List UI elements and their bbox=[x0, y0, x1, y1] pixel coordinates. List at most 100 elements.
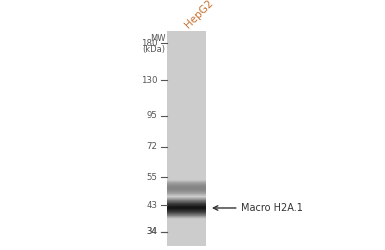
Bar bbox=[167, 69, 206, 70]
Bar bbox=[167, 97, 206, 98]
Bar bbox=[167, 242, 206, 243]
Bar bbox=[167, 169, 206, 170]
Bar bbox=[167, 207, 206, 208]
Bar bbox=[167, 96, 206, 97]
Bar bbox=[167, 233, 206, 234]
Bar bbox=[167, 126, 206, 127]
Bar bbox=[167, 243, 206, 244]
Bar bbox=[167, 32, 206, 33]
Bar bbox=[167, 77, 206, 78]
Bar bbox=[167, 64, 206, 65]
Bar bbox=[167, 205, 206, 206]
Bar bbox=[167, 182, 206, 183]
Bar bbox=[167, 91, 206, 92]
Bar bbox=[167, 41, 206, 42]
Text: Macro H2A.1: Macro H2A.1 bbox=[241, 203, 303, 213]
Bar bbox=[167, 102, 206, 103]
Text: MW
(kDa): MW (kDa) bbox=[142, 34, 166, 54]
Bar bbox=[167, 31, 206, 32]
Bar bbox=[167, 135, 206, 136]
Bar bbox=[167, 216, 206, 217]
Bar bbox=[167, 106, 206, 107]
Bar bbox=[167, 121, 206, 122]
Bar bbox=[167, 138, 206, 139]
Bar bbox=[167, 84, 206, 85]
Bar bbox=[167, 65, 206, 66]
Bar bbox=[167, 120, 206, 121]
Text: 34: 34 bbox=[146, 228, 157, 236]
Bar bbox=[167, 206, 206, 207]
Bar bbox=[167, 50, 206, 51]
Bar bbox=[167, 113, 206, 114]
Bar bbox=[167, 93, 206, 94]
Bar bbox=[167, 44, 206, 45]
Bar bbox=[167, 142, 206, 143]
Bar bbox=[167, 224, 206, 225]
Bar bbox=[167, 232, 206, 233]
Bar bbox=[167, 71, 206, 72]
Bar bbox=[167, 166, 206, 167]
Bar bbox=[167, 202, 206, 203]
Bar bbox=[167, 159, 206, 160]
Bar bbox=[167, 201, 206, 202]
Bar bbox=[167, 40, 206, 41]
Bar bbox=[167, 103, 206, 104]
Bar bbox=[167, 168, 206, 169]
Bar bbox=[167, 89, 206, 90]
Bar bbox=[167, 212, 206, 213]
Bar bbox=[167, 132, 206, 133]
Bar bbox=[167, 209, 206, 210]
Bar bbox=[167, 178, 206, 179]
Bar bbox=[167, 48, 206, 49]
Bar bbox=[167, 221, 206, 222]
Bar bbox=[167, 82, 206, 83]
Bar bbox=[167, 167, 206, 168]
Bar bbox=[167, 186, 206, 187]
Bar bbox=[167, 39, 206, 40]
Bar bbox=[167, 45, 206, 46]
Bar bbox=[167, 52, 206, 53]
Bar bbox=[167, 85, 206, 86]
Bar bbox=[167, 156, 206, 157]
Bar bbox=[167, 179, 206, 180]
Bar bbox=[167, 208, 206, 209]
Bar bbox=[167, 197, 206, 198]
Bar bbox=[167, 230, 206, 231]
Text: 130: 130 bbox=[141, 76, 157, 84]
Bar bbox=[167, 153, 206, 154]
Bar bbox=[167, 154, 206, 155]
Bar bbox=[167, 129, 206, 130]
Bar bbox=[167, 110, 206, 111]
Bar bbox=[167, 161, 206, 162]
Bar bbox=[167, 53, 206, 54]
Bar bbox=[167, 123, 206, 124]
Bar bbox=[167, 188, 206, 189]
Bar bbox=[167, 180, 206, 181]
Bar bbox=[167, 193, 206, 194]
Bar bbox=[167, 223, 206, 224]
Bar bbox=[167, 158, 206, 159]
Bar bbox=[167, 157, 206, 158]
Text: 180: 180 bbox=[141, 39, 157, 48]
Bar bbox=[167, 134, 206, 135]
Bar bbox=[167, 176, 206, 177]
Bar bbox=[167, 173, 206, 174]
Bar bbox=[167, 184, 206, 185]
Bar bbox=[167, 61, 206, 62]
Bar bbox=[167, 125, 206, 126]
Bar bbox=[167, 187, 206, 188]
Bar bbox=[167, 128, 206, 129]
Bar bbox=[167, 115, 206, 116]
Bar bbox=[167, 58, 206, 59]
Bar bbox=[167, 37, 206, 38]
Bar bbox=[167, 183, 206, 184]
Bar bbox=[167, 47, 206, 48]
Bar bbox=[167, 38, 206, 39]
Bar bbox=[167, 101, 206, 102]
Bar bbox=[167, 241, 206, 242]
Bar bbox=[167, 213, 206, 214]
Bar bbox=[167, 118, 206, 119]
Bar bbox=[167, 133, 206, 134]
Bar bbox=[167, 222, 206, 223]
Bar bbox=[167, 119, 206, 120]
